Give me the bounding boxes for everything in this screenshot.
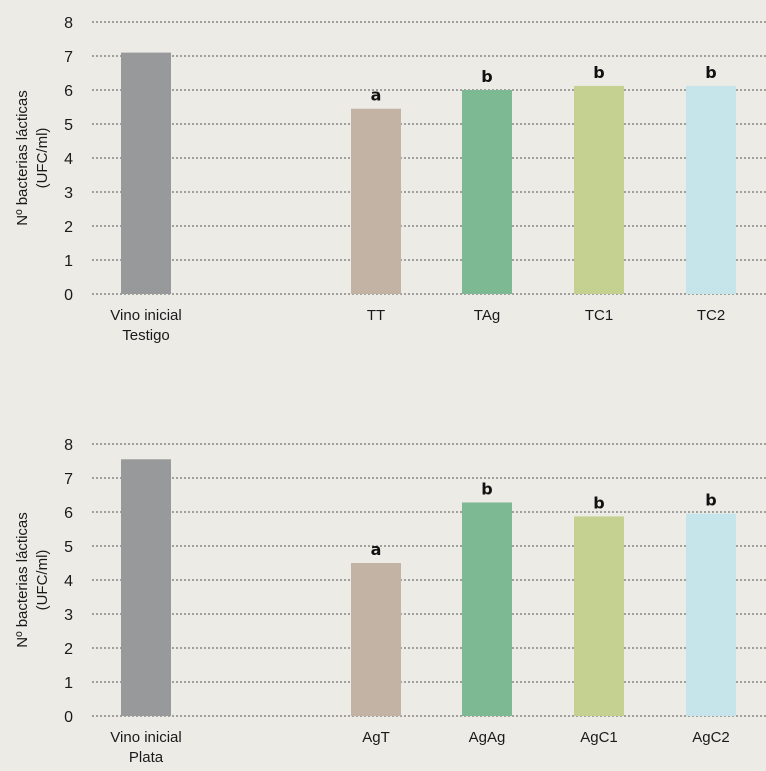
- top-y-tick-label: 6: [64, 83, 73, 100]
- top-y-tick-label: 2: [64, 219, 73, 236]
- bottom-y-axis-label-line: (UFC/ml): [34, 550, 51, 611]
- bottom-significance-label: b: [705, 491, 716, 510]
- bottom-y-axis-label: Nº bacterias lácticas (UFC/ml): [14, 512, 51, 648]
- top-y-axis-label: Nº bacterias lácticas (UFC/ml): [14, 90, 51, 226]
- top-category-label: TAg: [474, 307, 500, 324]
- top-y-tick-label: 1: [64, 253, 73, 270]
- top-category-label: TC1: [585, 307, 613, 324]
- bottom-bar: [574, 516, 624, 716]
- top-y-tick-label: 0: [64, 287, 73, 304]
- bottom-bar: [686, 513, 736, 716]
- top-category-label: Testigo: [122, 327, 170, 344]
- bottom-y-tick-label: 5: [64, 539, 73, 556]
- bottom-y-tick-label: 1: [64, 675, 73, 692]
- bottom-significance-label: b: [481, 479, 492, 498]
- top-significance-label: b: [593, 63, 604, 82]
- bottom-bar: [121, 459, 171, 716]
- top-category-label: Vino inicial: [110, 307, 181, 324]
- top-y-tick-label: 4: [64, 151, 73, 168]
- bottom-y-axis-label-line: Nº bacterias lácticas: [14, 512, 31, 648]
- top-bar: [121, 52, 171, 294]
- bottom-significance-label: a: [371, 540, 382, 559]
- bottom-category-label: AgAg: [469, 729, 506, 746]
- bottom-y-tick-label: 2: [64, 641, 73, 658]
- top-y-axis-label-line: (UFC/ml): [34, 128, 51, 189]
- bottom-bar: [462, 502, 512, 716]
- top-bar: [351, 108, 401, 294]
- top-bar: [462, 90, 512, 294]
- top-significance-label: a: [371, 86, 382, 105]
- bottom-significance-label: b: [593, 493, 604, 512]
- bottom-category-label: AgT: [362, 729, 390, 746]
- top-bar: [686, 85, 736, 294]
- bottom-y-tick-label: 8: [64, 437, 73, 454]
- bottom-category-label: AgC2: [692, 729, 730, 746]
- top-y-tick-label: 7: [64, 49, 73, 66]
- bottom-y-tick-label: 3: [64, 607, 73, 624]
- top-significance-label: b: [705, 63, 716, 82]
- top-y-tick-label: 5: [64, 117, 73, 134]
- bottom-y-tick-label: 7: [64, 471, 73, 488]
- top-category-label: TT: [367, 307, 385, 324]
- top-category-label: TC2: [697, 307, 725, 324]
- bottom-y-tick-label: 6: [64, 505, 73, 522]
- top-bar: [574, 85, 624, 294]
- bottom-y-tick-label: 0: [64, 709, 73, 726]
- bottom-bar: [351, 563, 401, 716]
- bottom-y-tick-label: 4: [64, 573, 73, 590]
- bottom-category-label: Vino inicial: [110, 729, 181, 746]
- top-y-axis-label-line: Nº bacterias lácticas: [14, 90, 31, 226]
- bottom-category-label: Plata: [129, 749, 164, 766]
- top-y-tick-label: 8: [64, 15, 73, 32]
- top-significance-label: b: [481, 67, 492, 86]
- top-y-tick-label: 3: [64, 185, 73, 202]
- bottom-category-label: AgC1: [580, 729, 618, 746]
